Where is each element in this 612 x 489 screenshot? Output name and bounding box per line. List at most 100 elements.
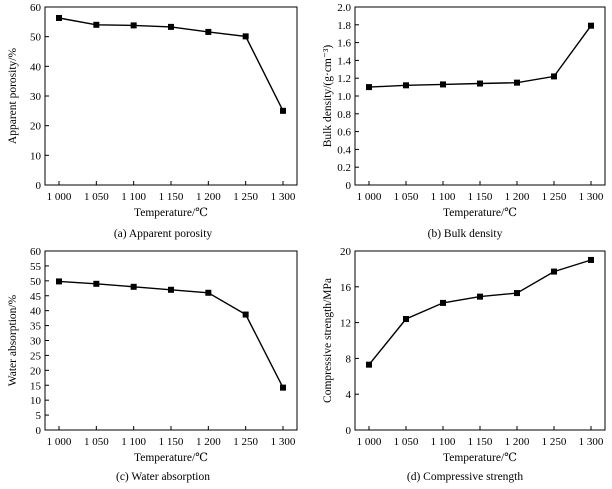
series-line [368, 25, 592, 88]
chart-panel-2: 0 0.2 0.4 0.6 0.8 1.0 1.2 1.4 1.6 1.8 2.0 1 000 1 05… [322, 2, 606, 240]
x-tick-label: 1 300 [271, 191, 296, 203]
x-tick-label: 1 050 [394, 191, 419, 203]
x-tick-label: 1 100 [121, 191, 146, 203]
data-point [168, 286, 174, 293]
chart-panel-4: 0 4 8 12 16 20 1 000 1 050 1 100 1 150 1 200 1 250 1… [322, 246, 606, 483]
panel-caption: (b) Bulk density [428, 228, 503, 240]
panel-caption: (d) Compressive strength [407, 471, 524, 483]
data-point [551, 73, 557, 80]
y-tick-label: 12 [340, 318, 351, 330]
panel-caption: (a) Apparent porosity [114, 228, 213, 240]
x-tick-label: 1 200 [505, 436, 530, 448]
y-tick-label: 4 [346, 389, 352, 401]
x-tick-label: 1 000 [357, 436, 382, 448]
y-tick-label: 0.8 [337, 109, 351, 121]
x-tick-label: 1 100 [431, 191, 456, 203]
data-point [130, 283, 137, 290]
y-tick-label: 0.6 [337, 127, 351, 139]
data-point [366, 361, 372, 368]
y-tick-label: 60 [30, 2, 42, 14]
y-tick-label: 1.6 [337, 38, 351, 50]
data-point [588, 256, 594, 263]
y-tick-label: 20 [30, 365, 42, 377]
y-tick-label: 16 [340, 282, 352, 294]
data-point [551, 268, 557, 275]
data-point [588, 22, 594, 29]
y-axis-label: Bulk density/(g·cm⁻³) [322, 45, 334, 148]
y-tick-label: 8 [346, 353, 352, 365]
x-tick-label: 1 200 [196, 191, 221, 203]
x-tick-label: 1 200 [196, 436, 221, 448]
data-point [56, 14, 62, 21]
panel-caption: (c) Water absorption [116, 471, 210, 483]
y-tick-label: 1.0 [337, 91, 351, 103]
y-tick-label: 40 [30, 61, 42, 73]
data-point [280, 107, 286, 114]
y-tick-label: 45 [30, 291, 42, 303]
x-tick-label: 1 250 [542, 191, 567, 203]
x-axis-label: Temperature/℃ [134, 207, 208, 219]
y-tick-label: 30 [30, 91, 42, 103]
y-tick-label: 0 [36, 180, 42, 192]
data-point [242, 311, 249, 318]
data-point [403, 82, 409, 89]
y-tick-label: 0 [346, 425, 352, 437]
series-line [368, 259, 592, 366]
y-tick-label: 40 [30, 306, 42, 318]
x-tick-label: 1 150 [159, 191, 184, 203]
y-tick-label: 10 [30, 150, 42, 162]
y-tick-label: 50 [30, 32, 42, 44]
x-axis-label: Temperature/℃ [443, 207, 517, 219]
x-tick-label: 1 300 [579, 191, 604, 203]
y-axis-label: Water absorption/% [7, 294, 19, 386]
data-point [56, 278, 62, 285]
data-point [514, 290, 520, 297]
data-point [280, 384, 286, 391]
y-axis-label: Apparent porosity/% [7, 48, 19, 145]
y-tick-label: 10 [30, 395, 42, 407]
data-point [440, 299, 446, 306]
x-tick-label: 1 150 [159, 436, 184, 448]
y-tick-label: 50 [30, 276, 42, 288]
plot-frame [44, 6, 298, 186]
y-tick-label: 5 [36, 410, 42, 422]
data-point [168, 23, 174, 30]
y-axis-label: Compressive strength/MPa [322, 278, 334, 403]
x-axis-label: Temperature/℃ [134, 452, 208, 464]
y-tick-label: 30 [30, 336, 42, 348]
plot-frame [354, 6, 606, 186]
x-tick-label: 1 000 [357, 191, 382, 203]
x-tick-label: 1 200 [505, 191, 530, 203]
x-tick-label: 1 300 [271, 436, 296, 448]
data-point [93, 21, 100, 28]
y-tick-label: 20 [340, 246, 352, 258]
data-point [440, 81, 446, 88]
y-tick-label: 55 [30, 261, 42, 273]
data-point [514, 79, 520, 86]
y-tick-label: 15 [30, 380, 42, 392]
data-point [130, 22, 137, 29]
y-tick-label: 0 [36, 425, 42, 437]
x-tick-label: 1 050 [84, 191, 109, 203]
x-tick-label: 1 000 [47, 191, 72, 203]
y-tick-label: 2.0 [337, 2, 351, 14]
data-point [242, 33, 249, 40]
data-point [205, 28, 212, 35]
series-line [58, 17, 284, 112]
x-axis-label: Temperature/℃ [443, 452, 517, 464]
data-point [403, 316, 409, 323]
x-tick-label: 1 250 [542, 436, 567, 448]
x-tick-label: 1 250 [233, 436, 258, 448]
x-tick-label: 1 150 [468, 436, 493, 448]
y-tick-label: 1.4 [337, 55, 351, 67]
data-point [477, 80, 483, 87]
x-tick-label: 1 050 [394, 436, 419, 448]
y-tick-label: 25 [30, 350, 42, 362]
chart-panel-1: 0 10 20 30 40 50 60 1 000 1 050 1 100 1 150 1 200 1 … [7, 2, 298, 240]
x-tick-label: 1 000 [47, 436, 72, 448]
series-line [58, 280, 284, 388]
data-point [477, 293, 483, 300]
x-tick-label: 1 100 [121, 436, 146, 448]
y-tick-label: 60 [30, 246, 42, 258]
x-tick-label: 1 300 [579, 436, 604, 448]
